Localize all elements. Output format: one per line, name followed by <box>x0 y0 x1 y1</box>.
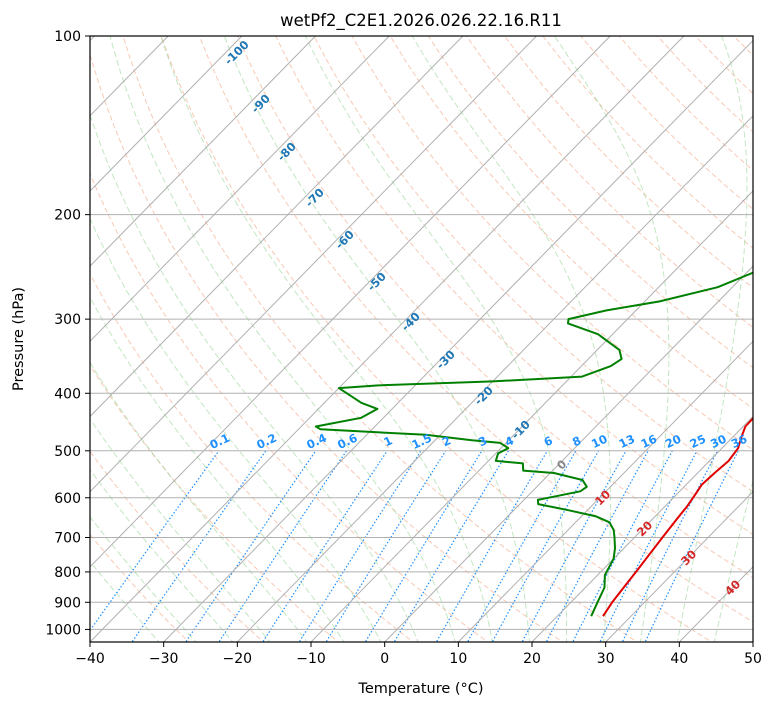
x-tick-label: −30 <box>149 651 179 667</box>
x-tick-label: 20 <box>523 651 541 667</box>
isotherm-gridline <box>310 190 753 642</box>
y-tick-label: 600 <box>54 491 81 507</box>
plot-area: -100-90-80-70-60-50-40-30-20-10010203040… <box>90 36 753 642</box>
mixing-ratio-line <box>393 450 510 642</box>
chart-title: wetPf2_C2E1.2026.026.22.16.R11 <box>280 11 562 31</box>
moist-adiabat-line <box>676 36 748 642</box>
dry-adiabats <box>90 36 753 642</box>
isotherm-gridline <box>90 36 537 493</box>
y-tick-label: 500 <box>54 444 81 460</box>
dry-adiabat-line <box>160 36 713 642</box>
x-tick-label: 30 <box>597 651 615 667</box>
profiles <box>314 271 753 617</box>
x-tick-label: 50 <box>744 651 762 667</box>
x-axis-title: Temperature (°C) <box>357 681 483 697</box>
isotherm-gridline <box>90 36 464 418</box>
mixing-ratio-lines <box>90 450 739 642</box>
isotherm-gridline <box>531 415 753 642</box>
mixing-ratio-line <box>435 450 548 642</box>
x-tick-label: 0 <box>380 651 389 667</box>
isotherm-gridline <box>90 36 390 343</box>
mixing-ratio-label: 25 <box>688 432 708 451</box>
moist-adiabat-line <box>223 36 530 642</box>
isotherm-gridline <box>90 36 243 192</box>
mixing-ratio-label: 16 <box>639 432 659 451</box>
x-axis-ticks: −40 −30 −20 −10 0 10 20 30 40 50 <box>75 642 762 667</box>
y-tick-label: 1000 <box>45 622 81 638</box>
y-tick-label: 700 <box>54 531 81 547</box>
isotherm-gridline <box>457 340 753 642</box>
mixing-ratio-line <box>364 450 483 642</box>
isotherm-gridline <box>605 490 753 642</box>
y-tick-label: 300 <box>54 312 81 328</box>
isotherm-gridline <box>90 36 316 267</box>
moist-adiabat-line <box>160 36 493 642</box>
mixing-ratio-line <box>218 450 348 642</box>
mixing-ratio-line <box>621 450 719 642</box>
mixing-ratio-line <box>572 450 673 642</box>
x-tick-label: 40 <box>670 651 688 667</box>
y-tick-label: 900 <box>54 595 81 611</box>
dry-adiabat-line <box>427 36 753 369</box>
moist-adiabat-line <box>411 36 612 642</box>
dry-adiabat-line <box>275 36 753 535</box>
mixing-ratio-label: 30 <box>708 432 728 451</box>
isotherm-gridline <box>90 36 685 642</box>
dry-adiabat-line <box>504 36 753 289</box>
y-tick-label: 200 <box>54 208 81 224</box>
y-axis-ticks: 1000 900 800 700 600 500 400 300 200 100 <box>45 29 90 638</box>
dry-adiabat-line <box>313 36 753 493</box>
dry-adiabat-line <box>237 36 753 579</box>
x-tick-label: −40 <box>75 651 105 667</box>
plot-frame <box>89 35 754 643</box>
mixing-ratio-label: 20 <box>663 432 683 451</box>
isotherm-gridline <box>236 115 753 642</box>
moist-adiabat-line <box>109 36 456 642</box>
moist-adiabat-line <box>90 361 308 642</box>
x-tick-label: −20 <box>223 651 253 667</box>
mixing-ratio-label: 10 <box>589 432 609 451</box>
y-tick-label: 100 <box>54 29 81 45</box>
mixing-ratio-line <box>325 450 447 642</box>
isotherm-gridline <box>384 265 753 642</box>
x-tick-label: −10 <box>296 651 326 667</box>
isotherm-gridline <box>90 36 611 568</box>
dry-adiabat-line <box>90 172 489 642</box>
mixing-ratio-line <box>90 450 220 632</box>
mixing-ratio-line <box>466 450 577 642</box>
temperature-line <box>602 416 753 617</box>
mixing-ratio-line <box>185 450 317 642</box>
y-tick-label: 400 <box>54 386 81 402</box>
gridlines <box>90 36 753 642</box>
mixing-ratio-label: 13 <box>617 432 637 451</box>
y-tick-label: 800 <box>54 565 81 581</box>
mixing-ratio-line <box>545 450 649 642</box>
mixing-ratio-line <box>262 450 388 642</box>
y-axis-title: Pressure (hPa) <box>11 287 27 391</box>
moist-adiabat-line <box>553 36 670 642</box>
dry-adiabat-line <box>351 36 753 451</box>
x-tick-label: 10 <box>449 651 467 667</box>
mixing-ratio-line <box>599 450 698 642</box>
mixing-ratio-label: 36 <box>729 432 749 451</box>
isotherm-gridline <box>163 39 753 642</box>
moist-adiabat-line <box>304 36 567 642</box>
dewpoint-line <box>314 271 753 617</box>
